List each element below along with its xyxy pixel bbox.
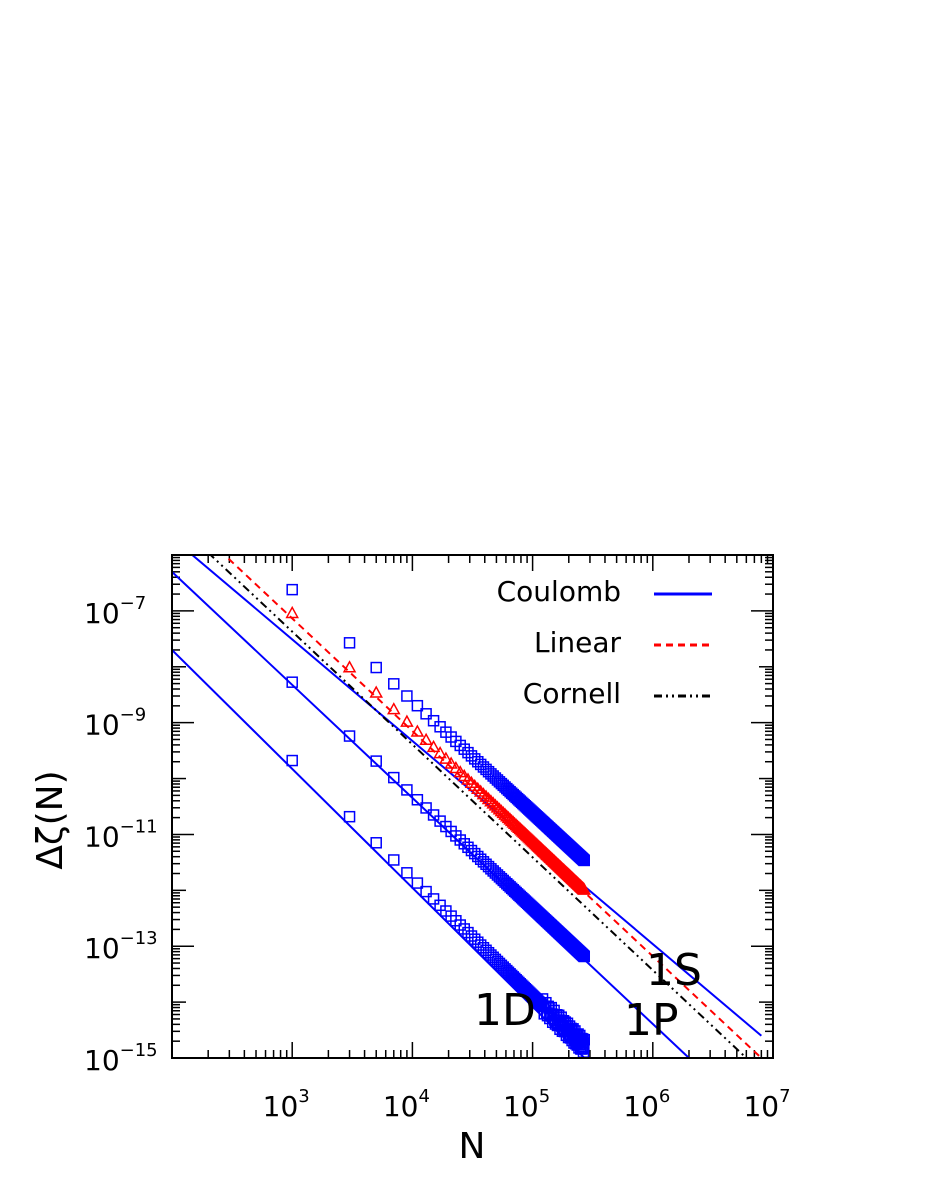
data-point <box>577 1037 589 1049</box>
data-point <box>420 802 432 814</box>
data-point <box>439 751 453 764</box>
data-point <box>458 743 470 755</box>
x-axis-title: N <box>459 1126 486 1167</box>
data-point <box>476 787 491 800</box>
data-point <box>426 739 441 753</box>
x-tick-label: 107 <box>743 1086 790 1123</box>
minor-ticks <box>172 555 773 1058</box>
data-point <box>578 1033 591 1046</box>
data-point <box>285 605 299 619</box>
y-tick-label: 10−7 <box>84 593 146 630</box>
annotation-1P: 1P <box>624 995 679 1046</box>
x-tick-label: 104 <box>383 1086 430 1123</box>
series-coulomb-1S <box>190 555 762 1037</box>
series-cornell-1S <box>209 555 748 1058</box>
data-point <box>479 789 493 802</box>
data-point <box>411 794 424 806</box>
legend-label-coulomb: Coulomb <box>497 575 621 608</box>
fit-line <box>172 649 586 1058</box>
data-point <box>420 885 432 898</box>
data-point <box>401 690 413 702</box>
y-axis-title: Δζ(N) <box>30 770 71 869</box>
data-point <box>454 919 466 931</box>
data-point <box>484 794 498 807</box>
data-point <box>343 730 356 742</box>
y-tick-label: 10−9 <box>84 705 146 742</box>
data-point <box>458 838 470 850</box>
data-point <box>489 953 502 966</box>
data-point <box>462 841 474 854</box>
data-point <box>578 854 591 867</box>
x-tick-label: 106 <box>623 1086 670 1123</box>
data-point <box>578 950 591 963</box>
fit-line <box>209 555 748 1058</box>
data-point <box>473 784 488 797</box>
data-point <box>401 784 413 796</box>
data-point <box>433 746 447 759</box>
data-point <box>387 702 401 715</box>
data-point <box>388 678 400 690</box>
data-point <box>388 854 400 866</box>
data-point <box>343 810 356 823</box>
fit-line <box>223 555 763 1058</box>
data-point <box>465 930 478 942</box>
data-point <box>400 714 414 727</box>
data-point <box>411 699 424 712</box>
data-point <box>454 739 466 752</box>
data-point <box>410 724 425 737</box>
series-layer <box>172 555 763 1058</box>
legend: Coulomb Linear Cornell <box>497 575 712 710</box>
data-point <box>419 732 433 746</box>
data-point <box>481 791 496 805</box>
data-point <box>286 754 298 767</box>
data-point <box>370 661 382 674</box>
data-point <box>465 750 478 762</box>
annotation-1S: 1S <box>646 945 702 996</box>
series-coulomb-1D <box>172 649 591 1058</box>
data-point <box>370 837 382 849</box>
y-tick-label: 10−11 <box>84 816 158 853</box>
series-coulomb-1P <box>172 571 690 1058</box>
y-tick-label: 10−15 <box>84 1040 158 1077</box>
data-point <box>369 685 383 698</box>
x-tick-label: 105 <box>503 1086 550 1123</box>
data-point <box>411 877 424 889</box>
data-point <box>462 746 474 759</box>
x-tick-labels: 103 104 105 106 107 <box>263 1086 791 1123</box>
data-point <box>401 867 413 879</box>
fit-line <box>172 571 690 1058</box>
y-tick-label: 10−13 <box>84 928 158 965</box>
data-point <box>286 676 298 688</box>
data-point <box>370 755 382 767</box>
plot-frame <box>171 554 774 1059</box>
annotation-1D: 1D <box>474 985 536 1036</box>
legend-label-linear: Linear <box>534 626 622 659</box>
legend-label-cornell: Cornell <box>523 677 621 710</box>
data-point <box>286 583 298 596</box>
data-point <box>577 882 592 895</box>
data-point <box>343 637 356 649</box>
data-point <box>449 760 463 774</box>
y-tick-labels: 10−7 10−9 10−11 10−13 10−15 <box>84 593 158 1077</box>
x-tick-label: 103 <box>263 1086 310 1123</box>
data-point <box>427 809 440 821</box>
data-point <box>420 708 432 720</box>
data-point <box>471 781 485 795</box>
data-point <box>468 933 481 945</box>
data-point <box>427 893 440 905</box>
data-point <box>465 844 478 857</box>
data-point <box>578 1040 590 1053</box>
data-point <box>427 714 440 727</box>
data-point <box>444 756 458 769</box>
series-linear-1S <box>223 555 763 1058</box>
data-point <box>342 660 357 673</box>
data-point <box>388 771 400 784</box>
data-point <box>458 923 470 935</box>
data-point <box>454 834 466 846</box>
data-point <box>462 926 474 939</box>
data-point <box>486 796 500 809</box>
